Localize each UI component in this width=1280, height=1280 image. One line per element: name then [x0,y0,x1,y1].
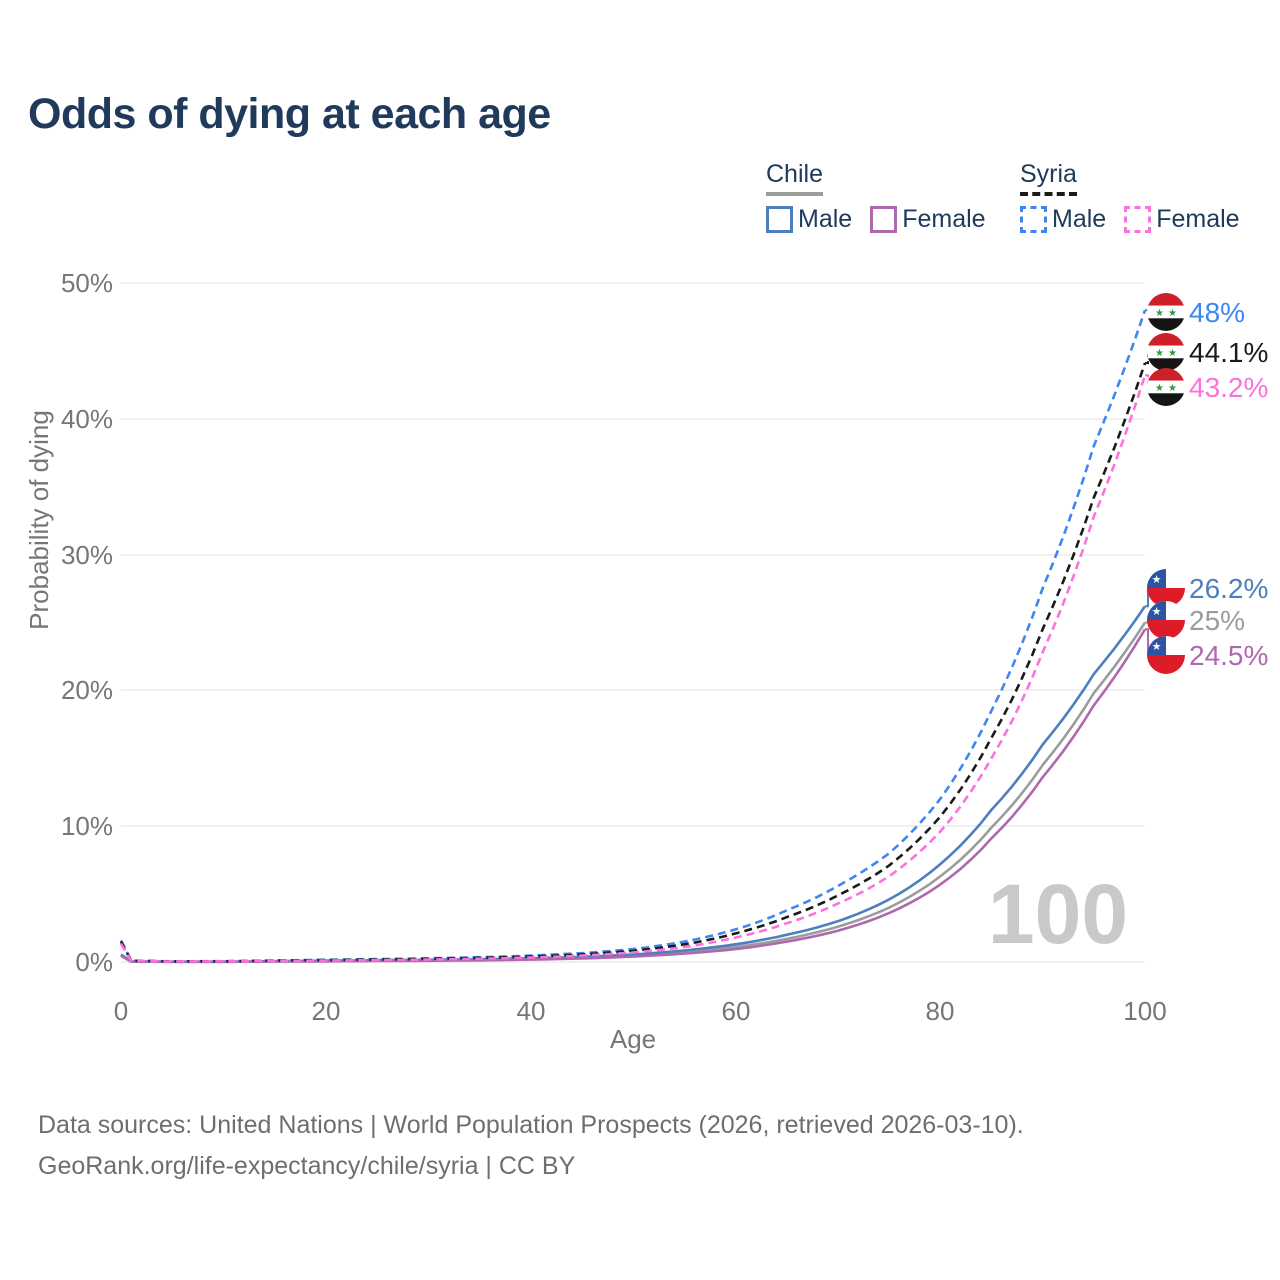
end-label-syria-female: 43.2% [1189,372,1268,403]
legend-item-syria-male[interactable]: Male [1020,205,1106,234]
syria-flag-icon [1147,368,1185,406]
legend-country-syria: Syria [1020,160,1077,196]
y-tick-label: 50% [61,268,113,298]
syria-male-swatch-icon [1020,206,1047,233]
x-axis-title: Age [610,1024,656,1054]
series-line-syria-male[interactable] [119,309,1147,963]
end-connector-syria-both [1145,351,1155,365]
end-label-chile-female: 24.5% [1189,640,1268,671]
chile-female-swatch-icon [870,206,898,233]
footer: Data sources: United Nations | World Pop… [38,1105,1024,1187]
y-tick-label: 0% [75,947,113,977]
syria-female-swatch-icon [1124,206,1152,233]
legend-label-chile-female: Female [902,205,986,233]
x-tick-label: 80 [926,996,955,1026]
chile-flag-icon [1147,601,1185,639]
y-tick-label: 20% [61,675,113,705]
plot-area [119,309,1147,964]
gridlines [121,282,1145,963]
x-tick-label: 100 [1123,996,1166,1026]
end-label-syria-both: 44.1% [1189,337,1268,368]
x-tick-label: 60 [722,996,751,1026]
x-axis-ticks: 0 20 40 60 80 100 [114,996,1167,1026]
footer-data-sources: Data sources: United Nations | World Pop… [38,1111,1024,1139]
end-label-chile-both: 25% [1189,605,1245,636]
chile-male-swatch-icon [766,206,793,233]
legend-label-syria-female: Female [1156,205,1240,233]
x-tick-label: 0 [114,996,128,1026]
chile-flag-icon [1147,636,1185,674]
series-line-syria-female[interactable] [119,374,1147,963]
x-tick-label: 20 [312,996,341,1026]
end-labels: 48% 44.1% 43.2% 26.2% 25% 24.5% [1189,297,1268,671]
legend-group-chile: Chile Male Female [766,160,986,234]
y-tick-label: 40% [61,404,113,434]
x-tick-label: 40 [517,996,546,1026]
legend-group-syria: Syria Male Female [1020,160,1240,234]
y-axis-title: Probability of dying [24,410,54,630]
legend-item-chile-male[interactable]: Male [766,205,852,234]
syria-flag-icon [1147,333,1185,371]
legend-country-chile: Chile [766,160,823,196]
footer-attribution: GeoRank.org/life-expectancy/chile/syria … [38,1152,576,1180]
series-line-syria-both[interactable] [119,362,1147,963]
watermark-age-100: 100 [988,867,1128,961]
y-tick-label: 30% [61,540,113,570]
legend-label-chile-male: Male [798,205,853,233]
end-flags [1147,293,1185,674]
y-tick-label: 10% [61,811,113,841]
syria-flag-icon [1147,293,1185,331]
page-title: Odds of dying at each age [28,90,551,138]
legend-label-syria-male: Male [1052,205,1107,233]
legend-item-syria-female[interactable]: Female [1124,205,1240,234]
end-label-chile-male: 26.2% [1189,573,1268,604]
legend-item-chile-female[interactable]: Female [870,205,986,234]
y-axis-ticks: 0% 10% 20% 30% 40% 50% [61,268,113,977]
end-label-syria-male: 48% [1189,297,1245,328]
